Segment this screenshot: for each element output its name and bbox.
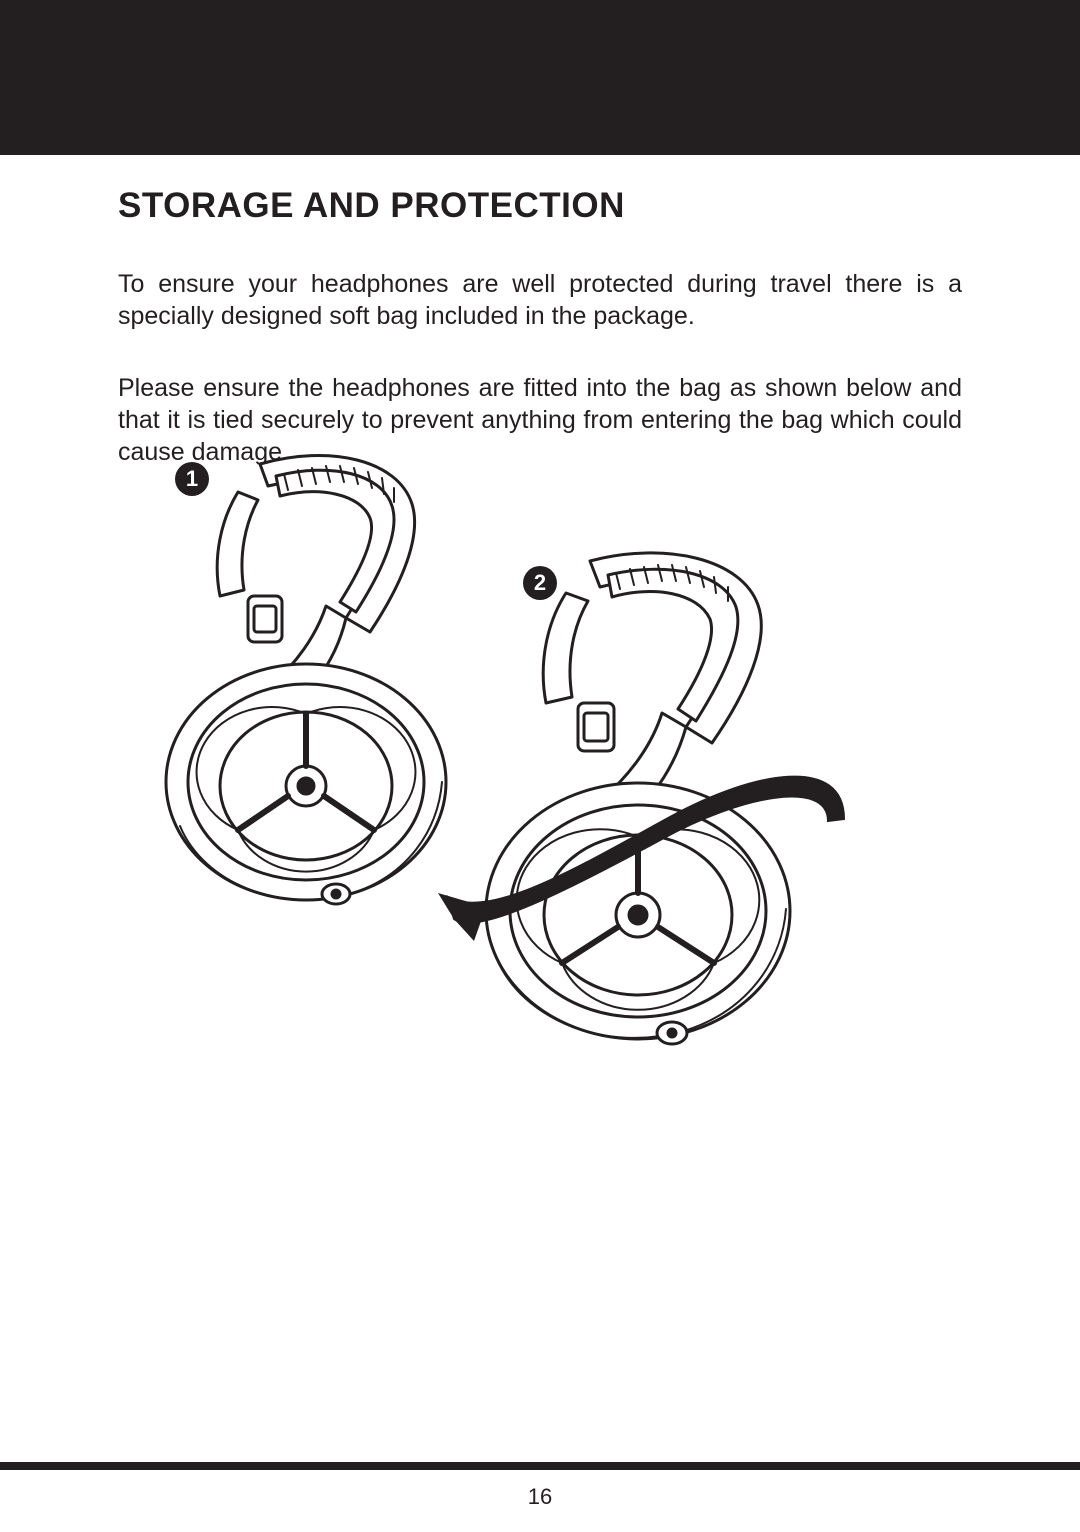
callout-label: 2 [534, 570, 546, 596]
callout-label: 1 [186, 466, 198, 492]
header-band [0, 0, 1080, 155]
manual-page: Storage and Protection To ensure your he… [0, 0, 1080, 1532]
figure-callout-2: 2 [523, 566, 557, 600]
intro-paragraph-1: To ensure your headphones are well prote… [118, 268, 962, 332]
section-title: Storage and Protection [118, 186, 962, 226]
page-number: 16 [0, 1484, 1080, 1510]
headphone-illustration-1 [150, 446, 468, 926]
figure-callout-1: 1 [175, 462, 209, 496]
footer-band [0, 1462, 1080, 1470]
headphone-illustration-2 [430, 543, 850, 1073]
